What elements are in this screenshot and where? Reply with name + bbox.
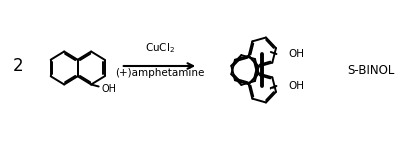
Text: (+)amphetamine: (+)amphetamine bbox=[115, 68, 204, 78]
Text: S-BINOL: S-BINOL bbox=[347, 63, 395, 77]
Text: OH: OH bbox=[289, 81, 305, 91]
Text: CuCl$_2$: CuCl$_2$ bbox=[144, 41, 174, 55]
Text: OH: OH bbox=[289, 49, 305, 59]
Text: 2: 2 bbox=[12, 57, 23, 75]
Text: OH: OH bbox=[102, 83, 116, 93]
